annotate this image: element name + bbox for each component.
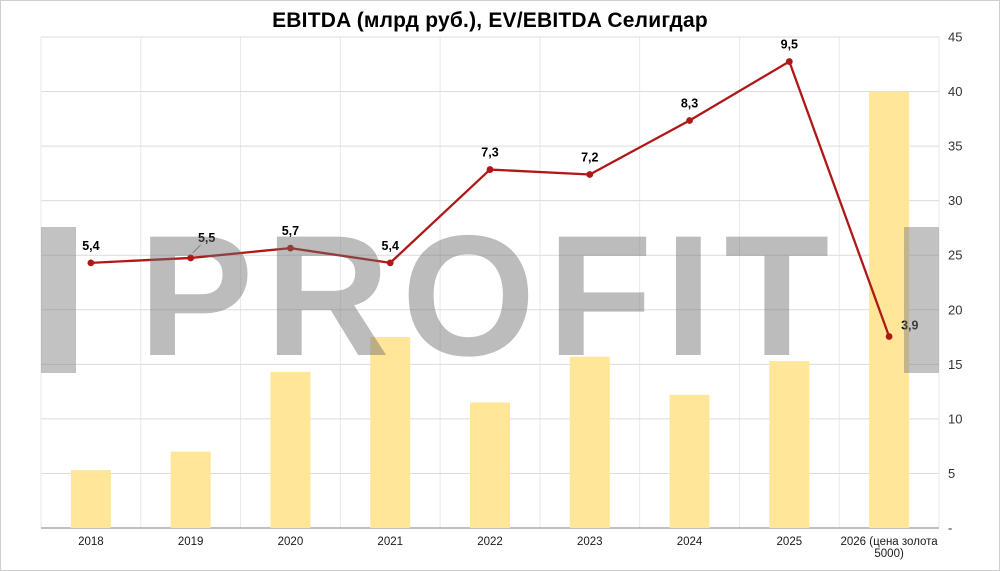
ebitda-bar <box>170 451 211 528</box>
line-marker <box>386 259 394 267</box>
line-data-label: 5,4 <box>382 239 399 253</box>
label-leader-line <box>192 244 202 254</box>
ebitda-bar <box>869 91 910 529</box>
category-label: 2020 <box>278 536 304 548</box>
right-axis-tick-label: 15 <box>948 357 962 372</box>
line-marker <box>187 254 195 262</box>
ebitda-bar <box>569 356 610 528</box>
ebitda-bar <box>270 371 311 528</box>
line-data-label: 8,3 <box>681 96 698 110</box>
line-data-label: 7,3 <box>481 146 498 160</box>
ebitda-bar <box>70 470 111 528</box>
right-axis-tick-label: 25 <box>948 248 962 263</box>
right-axis-tick-label: 10 <box>948 411 962 426</box>
line-data-label: 7,2 <box>581 150 598 164</box>
line-marker <box>785 58 793 65</box>
line-marker <box>586 171 594 178</box>
right-axis-tick-label: 45 <box>948 30 962 45</box>
ebitda-bar <box>470 402 510 528</box>
right-axis-tick-label: 5 <box>948 466 955 481</box>
ebitda-bar <box>769 361 810 528</box>
chart-title: EBITDA (млрд руб.), EV/EBITDA Селигдар <box>272 9 708 32</box>
ebitda-bar <box>370 337 411 528</box>
category-label: 2019 <box>178 536 204 548</box>
category-label: 2024 <box>677 536 703 548</box>
category-label: 2025 <box>777 536 803 548</box>
category-label: 2023 <box>577 536 603 548</box>
line-marker <box>287 244 294 252</box>
right-axis-tick-label: 40 <box>948 84 962 99</box>
right-axis-tick-label: 35 <box>948 139 962 154</box>
line-data-label: 5,7 <box>282 224 299 238</box>
right-axis-tick-label: - <box>948 521 952 536</box>
right-axis-tick-label: 20 <box>948 302 962 317</box>
line-data-label: 9,5 <box>781 38 798 52</box>
category-label: 2018 <box>78 536 104 548</box>
line-data-label: 5,4 <box>82 239 99 253</box>
ebitda-bar <box>669 394 710 528</box>
right-axis-tick-label: 30 <box>948 193 962 208</box>
category-label: 2022 <box>477 536 503 548</box>
line-marker <box>486 166 494 173</box>
category-label: 2026 (цена золота 5000) <box>841 536 939 560</box>
line-data-label: 3,9 <box>901 319 918 333</box>
line-data-label: 5,5 <box>198 231 215 245</box>
ev-ebitda-line <box>90 60 891 337</box>
line-marker <box>686 117 693 124</box>
category-label: 2021 <box>377 536 403 548</box>
line-marker <box>87 259 95 267</box>
line-marker <box>885 333 893 340</box>
